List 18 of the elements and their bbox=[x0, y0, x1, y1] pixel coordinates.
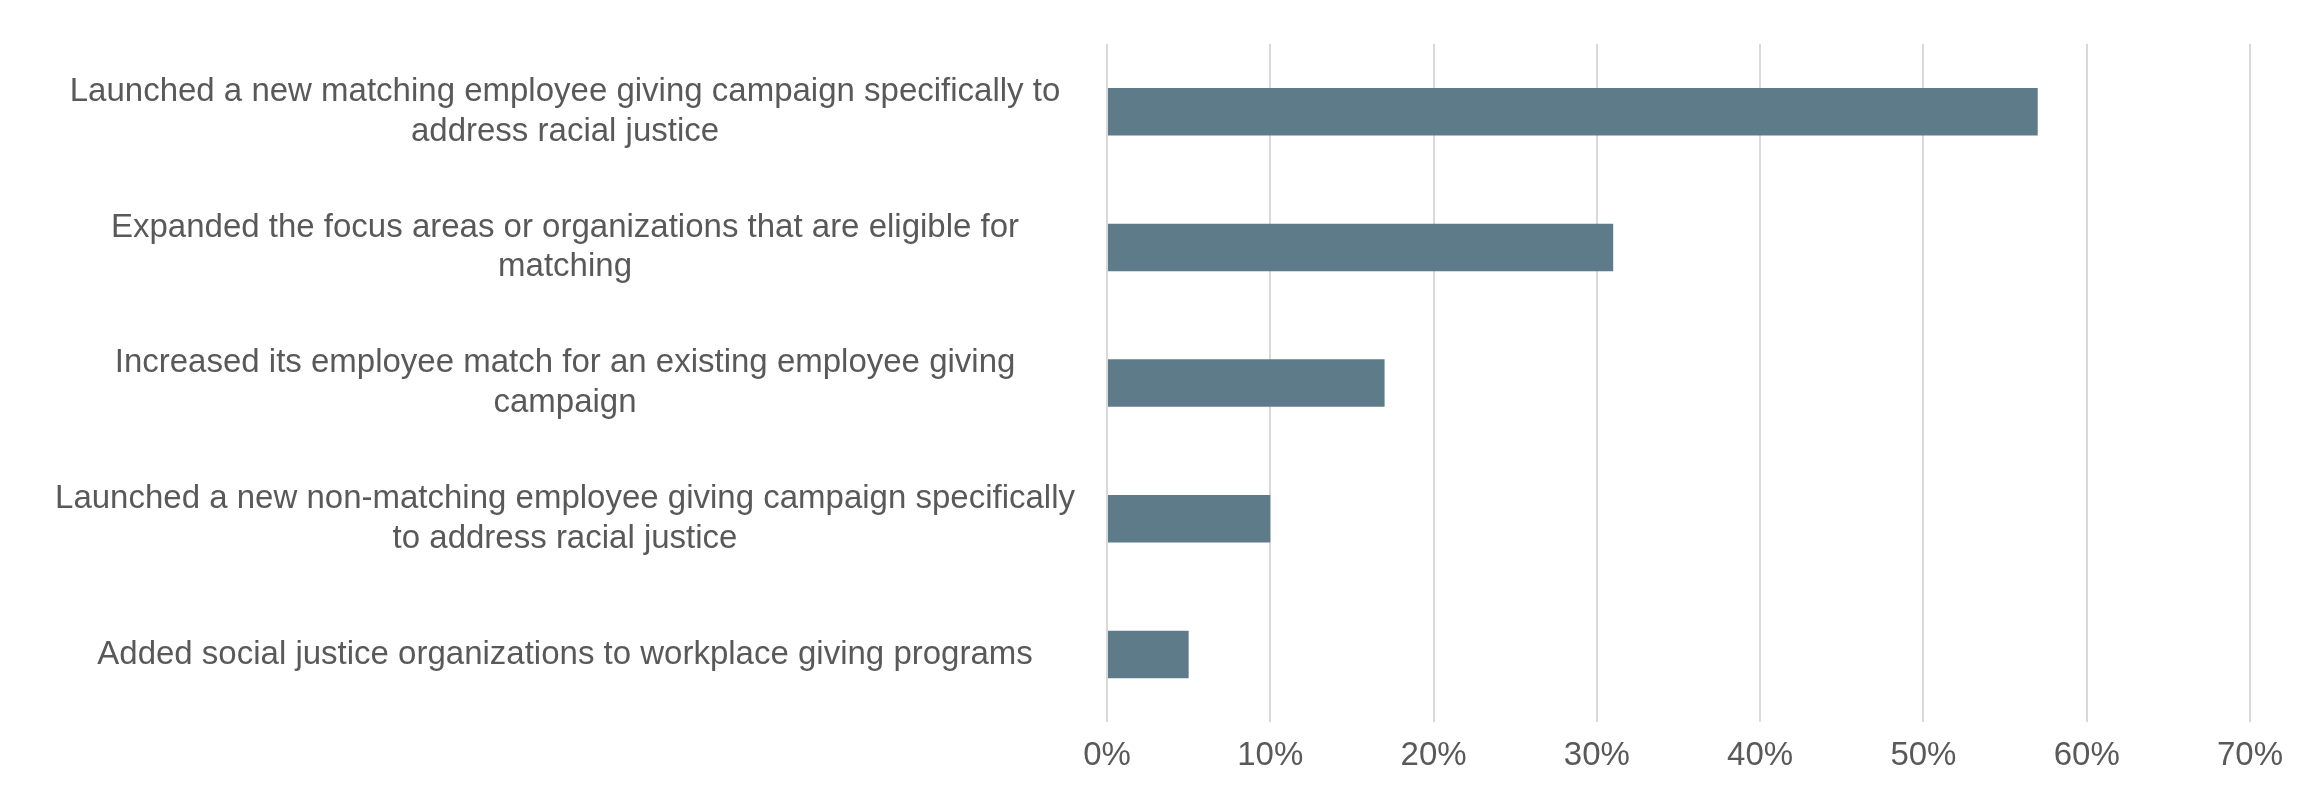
bar bbox=[1108, 495, 1271, 543]
x-tick-label: 0% bbox=[1083, 735, 1131, 773]
x-tick-label: 40% bbox=[1727, 735, 1794, 773]
bar bbox=[1108, 359, 1385, 407]
x-tick-label: 20% bbox=[1400, 735, 1467, 773]
bar bbox=[1108, 223, 1614, 272]
y-tick-label: Expanded the focus areas or organizations that are eligible for matching bbox=[110, 206, 1020, 284]
y-tick-label: Launched a new non-matching employee giving campaign specifically to address racial justice bbox=[55, 478, 1076, 555]
y-tick-label: Launched a new matching employee giving campaign specifically to address racial justice bbox=[69, 70, 1061, 148]
y-tick-label: Increased its employee match for an existing employee giving campaign bbox=[114, 342, 1016, 419]
x-tick-label: 70% bbox=[2216, 735, 2284, 773]
x-tick-label: 50% bbox=[1890, 735, 1957, 773]
x-tick-label: 30% bbox=[1563, 735, 1630, 773]
x-tick-label: 10% bbox=[1237, 735, 1304, 773]
y-tick-label: Added social justice organizations to workplace giving programs bbox=[97, 633, 1033, 671]
x-tick-label: 60% bbox=[2053, 735, 2120, 773]
bar bbox=[1108, 630, 1189, 679]
bar bbox=[1108, 87, 2038, 136]
